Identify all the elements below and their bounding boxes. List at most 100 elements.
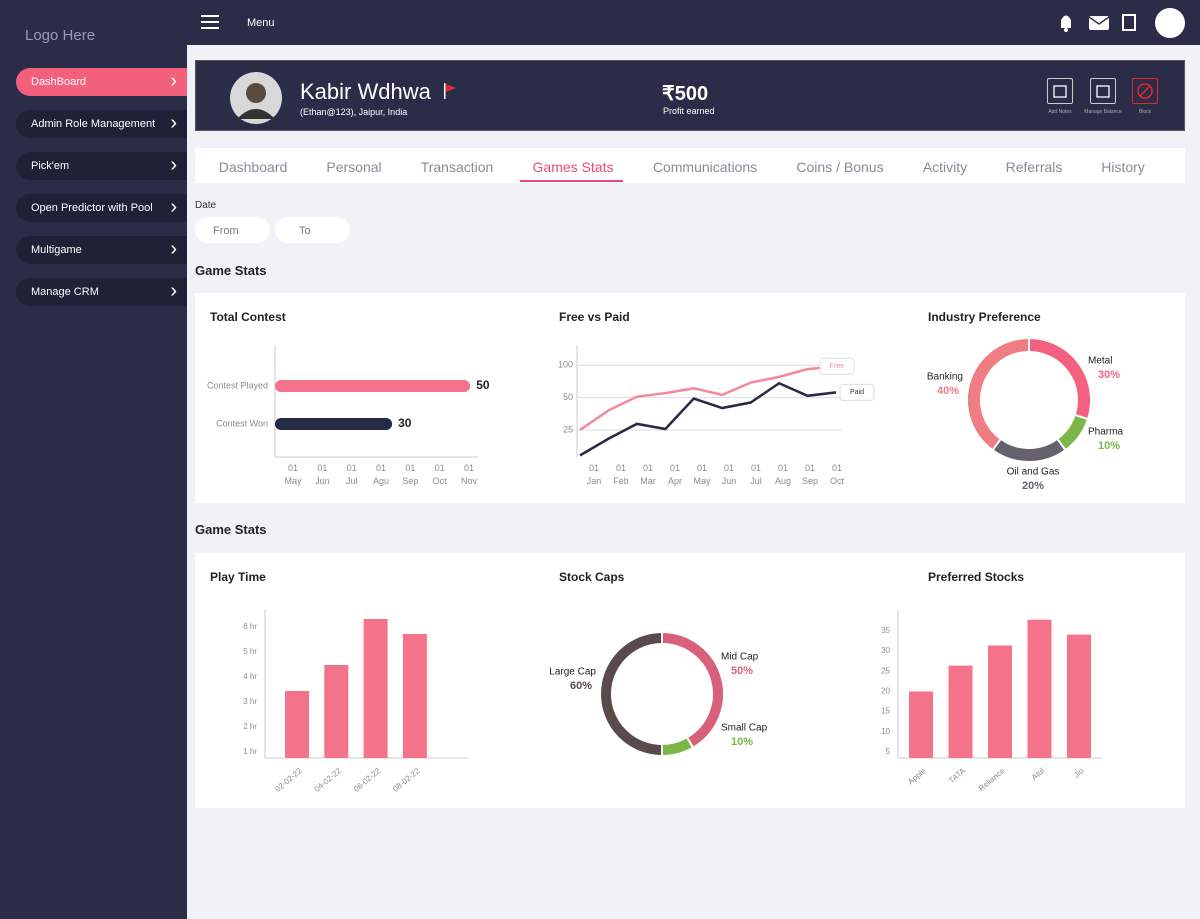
x-tick-label: 01 May [693, 463, 711, 486]
menu-item[interactable]: Pick'em › [16, 152, 187, 180]
y-tick-label: 3 hr [243, 697, 257, 706]
menu-label: Menu [247, 17, 275, 29]
user-avatar[interactable] [1155, 8, 1185, 38]
x-tick-label: 01 Feb [613, 463, 629, 486]
bar [285, 691, 309, 758]
line [579, 381, 837, 457]
chart-title: Free vs Paid [559, 310, 630, 324]
slice-value-label: 20% [1022, 480, 1044, 492]
slice-value-label: 30% [1098, 369, 1120, 381]
y-tick-label: 35 [881, 626, 890, 635]
menu-text: Admin Role Management [31, 118, 156, 130]
x-tick-label: 01 Aug [775, 463, 791, 486]
tab[interactable]: History [1101, 159, 1145, 175]
x-tick-label: 01 Jun [722, 463, 737, 486]
tab[interactable]: Referrals [1005, 159, 1063, 175]
chart-card: Total Contest Contest Played 50 Contest Won… [195, 293, 1185, 503]
donut-slice [599, 630, 663, 758]
tab[interactable]: Dashboard [218, 159, 288, 175]
bar [402, 634, 427, 758]
action-label: Block [1138, 109, 1152, 115]
slice-value-label: 50% [731, 665, 753, 677]
y-tick-label: 5 hr [243, 647, 257, 656]
menu-text: Multigame [31, 244, 82, 256]
chart-title: Preferred Stocks [928, 570, 1024, 584]
x-tick-label: 01 Jan [587, 463, 602, 486]
chart-title: Total Contest [210, 310, 286, 324]
menu-text: DashBoard [31, 76, 87, 88]
x-tick-label: 01 Sep [402, 463, 418, 486]
bar [948, 665, 973, 758]
profile-photo [230, 72, 282, 124]
tab[interactable]: Games Stats [532, 159, 614, 175]
bar [988, 645, 1012, 758]
chart-title: Stock Caps [559, 570, 625, 584]
bar [275, 380, 471, 392]
category-label: Contest Won [216, 418, 268, 428]
action-button[interactable] [1090, 78, 1116, 104]
line [579, 364, 837, 431]
y-tick-label: 1 hr [243, 747, 257, 756]
y-tick-label: 20 [881, 687, 890, 696]
slice-label: Large Cap [549, 667, 596, 678]
tab[interactable]: Coins / Bonus [796, 159, 884, 175]
hamburger[interactable] [201, 14, 221, 30]
bar [363, 619, 388, 758]
slice-value-label: 60% [570, 680, 592, 692]
menu-item[interactable]: Multigame › [16, 236, 187, 264]
y-tick-label: 15 [881, 707, 890, 716]
to-input[interactable]: To [275, 217, 350, 243]
tab[interactable]: Transaction [420, 159, 494, 175]
y-tick-label: 25 [881, 666, 890, 675]
menu-text: Pick'em [31, 160, 70, 172]
legend-tag [819, 357, 855, 375]
menu-item[interactable]: Manage CRM › [16, 278, 187, 306]
action-button[interactable] [1047, 78, 1073, 104]
x-tick-label: 01 Jul [346, 463, 358, 486]
menu-item[interactable]: Admin Role Management › [16, 110, 187, 138]
tab[interactable]: Communications [652, 159, 758, 175]
tab[interactable]: Activity [922, 159, 968, 175]
top-icons [1061, 8, 1185, 38]
topbar: Menu [187, 0, 1200, 45]
profile-name: Kabir Wdhwa [300, 79, 431, 104]
x-tick-label: 01 May [284, 463, 302, 486]
y-tick-label: 50 [563, 392, 573, 402]
tab[interactable]: Personal [326, 159, 382, 175]
x-tick-label: 01 Jul [750, 463, 762, 486]
x-tick-label: 01 Sep [802, 463, 818, 486]
legend-tag [839, 383, 875, 401]
slice-label: Metal [1088, 356, 1112, 367]
menu-item[interactable]: DashBoard › [16, 68, 187, 96]
mail-icon[interactable] [1089, 16, 1109, 30]
x-tick-label: TATA [947, 766, 968, 785]
bar [1067, 634, 1091, 758]
y-tick-label: 100 [558, 360, 573, 370]
x-tick-label: 01 Nov [461, 463, 478, 486]
doc-icon[interactable] [1122, 14, 1136, 31]
x-tick-label: 01 Oct [830, 463, 845, 486]
donut-slice [661, 630, 725, 750]
x-tick-label: 02-02-22 [273, 766, 304, 794]
bar [1027, 619, 1052, 758]
menu-text: Manage CRM [31, 286, 99, 298]
x-tick-label: 04-02-22 [313, 766, 344, 794]
chart-card: Play Time 1 hr 2 hr 3 hr 4 hr 5 hr 6 hr 02-02-2… [195, 553, 1185, 808]
from-input[interactable]: From [195, 217, 270, 243]
menu-item[interactable]: Open Predictor with Pool › [16, 194, 187, 222]
category-label: Contest Played [207, 380, 268, 390]
x-tick-label: Jio [1072, 766, 1086, 780]
x-tick-label: Atul [1030, 766, 1047, 782]
y-tick-label: 4 hr [243, 672, 257, 681]
x-tick-label: Reliance [977, 766, 1007, 793]
tab-bar: Dashboard Personal Transaction Games Stats C… [195, 148, 1185, 183]
bell-icon[interactable] [1061, 15, 1071, 29]
profit-amount: ₹500 [662, 83, 709, 105]
section-title: Game Stats [195, 522, 267, 537]
action-button[interactable] [1132, 78, 1158, 104]
x-tick-label: 01 Apr [668, 463, 682, 486]
y-tick-label: 10 [881, 727, 890, 736]
tab-underline [520, 180, 623, 182]
y-tick-label: 25 [563, 424, 573, 434]
